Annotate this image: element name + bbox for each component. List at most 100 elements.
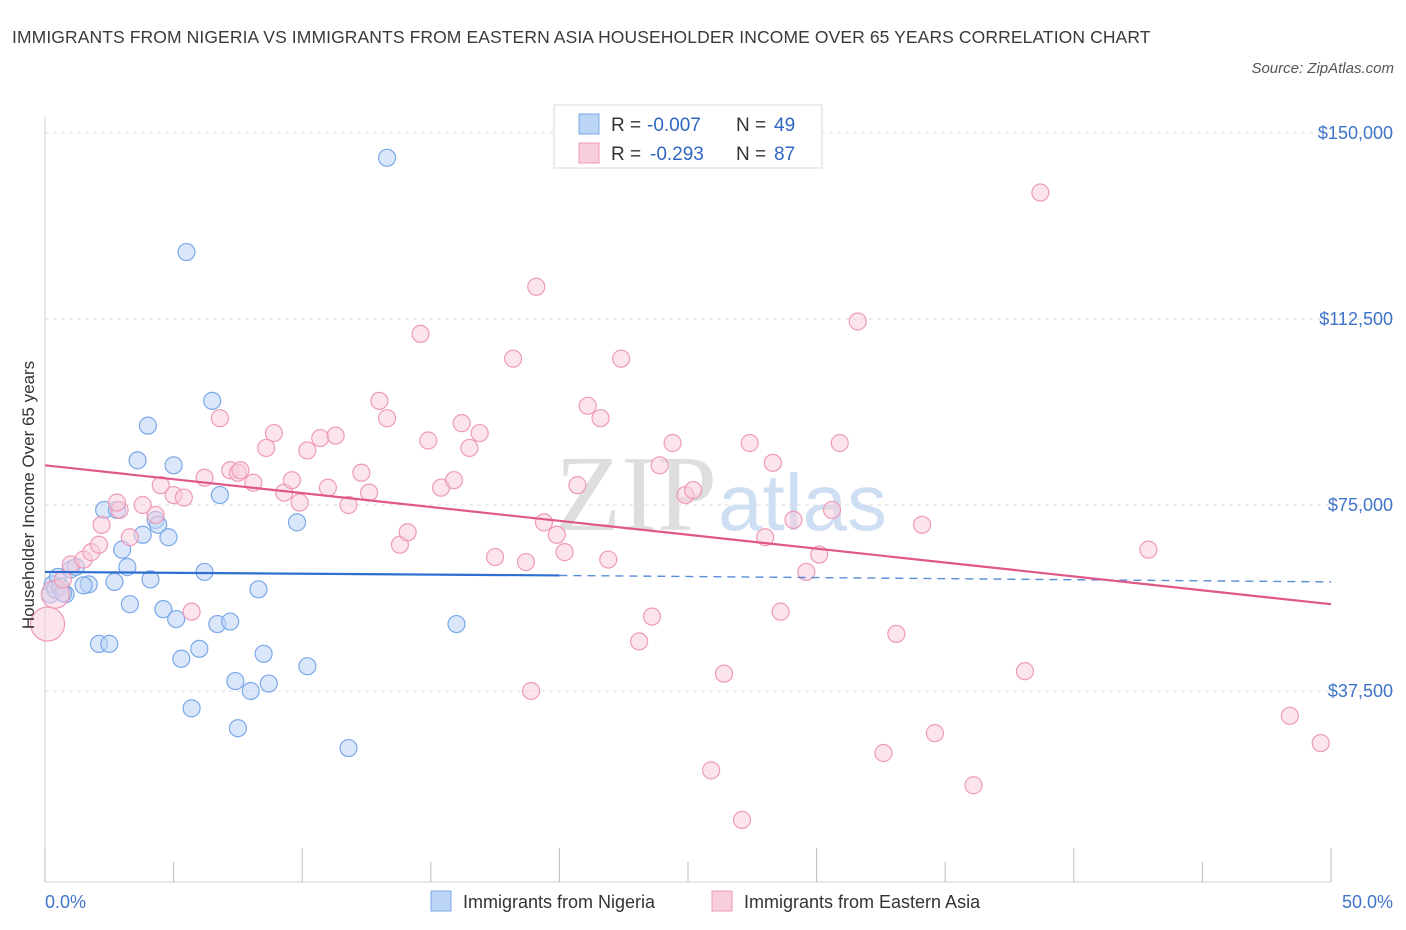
eastern-asia-point [534,513,554,532]
chart-title: IMMIGRANTS FROM NIGERIA VS IMMIGRANTS FR… [12,27,1151,47]
nigeria-point [203,391,222,410]
y-tick-labels: $37,500 $75,000 $112,500 $150,000 [1318,123,1393,701]
series-legend-label-nigeria: Immigrants from Nigeria [463,892,656,912]
nigeria-point [138,416,157,435]
nigeria-point [120,595,139,614]
nigeria-point [182,699,201,718]
x-tick-label-min: 0.0% [45,892,86,912]
nigeria-trend-extension [559,574,1332,583]
nigeria-point [159,528,178,547]
nigeria-point [228,719,247,738]
nigeria-point [210,485,229,505]
eastern-asia-point [599,550,618,569]
nigeria-point [447,614,466,634]
eastern-asia-point [756,528,775,547]
grid-lines [45,132,1393,692]
eastern-asia-point [210,409,229,428]
eastern-asia-point [1031,183,1050,202]
eastern-asia-point [642,607,662,626]
eastern-asia-point [257,438,276,458]
eastern-asia-point [591,409,610,428]
eastern-asia-point [771,602,790,621]
data-points [29,148,1330,830]
eastern-asia-point [527,277,546,296]
eastern-asia-trend-line [44,464,1332,606]
eastern-asia-point [146,505,165,525]
nigeria-point [141,570,160,589]
eastern-asia-point [1015,662,1035,681]
nigeria-point [377,148,397,167]
eastern-asia-point [630,632,649,651]
y-tick-label: $75,000 [1328,495,1393,515]
eastern-asia-point [1139,540,1158,559]
series-legend-swatch-eastern-asia [711,890,733,912]
eastern-asia-point [352,463,371,482]
eastern-asia-point [555,543,574,562]
eastern-asia-point [29,606,66,642]
eastern-asia-point [684,481,703,500]
eastern-asia-point [504,349,523,368]
nigeria-point [128,451,147,470]
eastern-asia-point [339,495,358,515]
legend-n-value-2: 87 [774,144,795,165]
nigeria-point [164,456,183,475]
eastern-asia-point [151,476,170,495]
x-tick-marks [44,848,1332,882]
eastern-asia-point [578,396,597,415]
nigeria-point [154,600,173,619]
nigeria-point [190,639,209,658]
eastern-asia-point [444,471,464,490]
eastern-asia-point [732,810,752,830]
eastern-asia-point [370,391,389,410]
eastern-asia-point [848,312,867,331]
eastern-asia-point [912,515,932,534]
series-legend: Immigrants from Nigeria Immigrants from … [430,890,981,912]
eastern-asia-point [702,761,721,780]
eastern-asia-point [797,562,816,582]
legend-r-label-1: R = [611,115,641,136]
nigeria-point [172,649,191,668]
eastern-asia-point [925,724,945,743]
legend-swatch-nigeria [578,113,600,135]
nigeria-point [287,513,307,532]
series-legend-label-eastern-asia: Immigrants from Eastern Asia [744,892,981,912]
eastern-asia-point [522,681,541,701]
eastern-asia-point [92,515,111,534]
eastern-asia-point [326,426,345,445]
nigeria-point [118,557,137,577]
nigeria-point [167,609,186,629]
nigeria-point [100,634,119,653]
series-legend-swatch-nigeria [430,890,452,912]
nigeria-point [339,738,358,758]
eastern-asia-point [516,552,536,572]
eastern-asia-point [290,493,309,512]
legend-n-label-1: N = [736,115,766,136]
watermark: ZIP atlas [555,435,887,554]
trend-lines [44,464,1332,606]
y-tick-label: $37,500 [1328,681,1393,701]
eastern-asia-point [874,743,893,763]
y-tick-label: $112,500 [1319,309,1393,329]
legend-r-value-1: -0.007 [647,115,701,136]
eastern-asia-point [53,570,73,589]
nigeria-point [249,580,268,599]
nigeria-point [105,572,124,591]
eastern-asia-point [663,433,682,453]
legend-n-label-2: N = [736,144,766,165]
chart-source: Source: ZipAtlas.com [1251,60,1394,77]
eastern-asia-point [174,488,193,507]
eastern-asia-point [231,461,250,480]
nigeria-point [74,576,93,595]
watermark-atlas: atlas [718,458,887,547]
eastern-asia-point [964,776,983,795]
nigeria-point [226,671,245,691]
eastern-asia-point [311,428,330,448]
x-tick-label-max: 50.0% [1342,892,1393,912]
eastern-asia-point [650,456,669,475]
nigeria-point [221,612,240,631]
legend-n-value-1: 49 [774,115,795,136]
eastern-asia-point [452,414,471,433]
legend-r-value-2: -0.293 [650,144,704,165]
eastern-asia-point [887,624,906,644]
eastern-asia-point [182,602,201,621]
